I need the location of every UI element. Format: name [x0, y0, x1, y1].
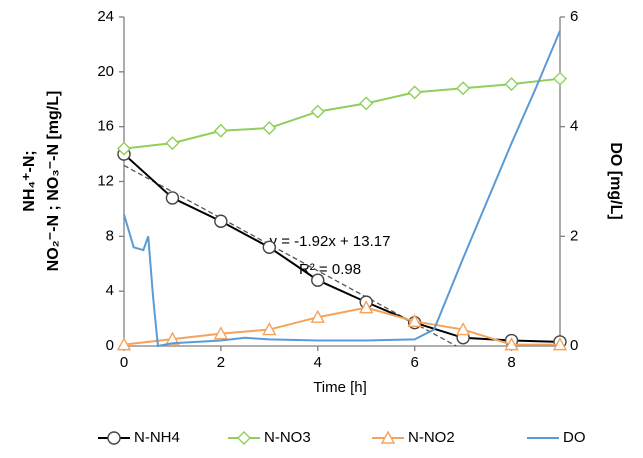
- y2-axis-title: DO [mg/L]: [607, 142, 624, 219]
- marker: [311, 273, 325, 287]
- y2-tick-label: 0: [570, 337, 578, 354]
- marker: [116, 337, 132, 351]
- marker: [407, 85, 422, 100]
- y-tick-label: 24: [97, 8, 114, 25]
- y-tick-label: 4: [106, 282, 114, 299]
- legend-label: N-NO3: [264, 429, 311, 446]
- marker: [455, 322, 471, 336]
- marker: [553, 71, 567, 86]
- marker: [504, 337, 519, 351]
- trendline-equation: y = -1.92x + 13.17: [270, 233, 391, 250]
- x-tick-label: 0: [120, 354, 128, 371]
- marker: [262, 240, 277, 255]
- legend-marker: [107, 431, 121, 445]
- x-tick-label: 6: [410, 354, 418, 371]
- marker: [310, 309, 325, 323]
- y-tick-label: 8: [106, 227, 114, 244]
- y2-tick-label: 6: [570, 8, 578, 25]
- marker: [213, 123, 228, 138]
- y2-tick-label: 4: [570, 118, 578, 135]
- y2-tick-label: 2: [570, 227, 578, 244]
- series-line: [123, 306, 560, 346]
- marker: [214, 214, 228, 228]
- marker: [359, 300, 374, 314]
- marker: [359, 96, 374, 111]
- y-tick-label: 20: [97, 63, 114, 80]
- y-tick-label: 0: [106, 337, 114, 354]
- y-tick-label: 16: [97, 118, 114, 135]
- x-tick-label: 4: [314, 354, 322, 371]
- y-axis-title: NH₄⁺-N;: [21, 150, 38, 211]
- trendline-r2: R² = 0.98: [299, 261, 361, 278]
- x-axis-title: Time [h]: [313, 379, 367, 396]
- legend-marker: [380, 430, 396, 444]
- marker: [456, 81, 471, 96]
- x-tick-label: 8: [507, 354, 515, 371]
- marker: [262, 322, 277, 336]
- marker: [407, 313, 422, 328]
- series-line: [123, 153, 561, 343]
- marker: [310, 104, 325, 119]
- marker: [552, 337, 568, 351]
- y-axis-title: NO₂⁻-N ; NO₃⁻-N [mg/L]: [45, 91, 62, 272]
- marker: [165, 136, 180, 151]
- legend-marker: [237, 431, 251, 445]
- x-tick-label: 2: [217, 354, 225, 371]
- y-tick-label: 12: [97, 172, 114, 189]
- marker: [504, 77, 519, 92]
- legend-label: N-NO2: [408, 429, 455, 446]
- legend-label: N-NH4: [134, 429, 180, 446]
- series-line: [123, 30, 561, 348]
- legend-label: DO: [563, 429, 586, 446]
- marker: [165, 191, 180, 205]
- marker: [117, 141, 131, 156]
- marker: [262, 121, 277, 136]
- series-line: [123, 77, 561, 150]
- marker: [213, 326, 229, 340]
